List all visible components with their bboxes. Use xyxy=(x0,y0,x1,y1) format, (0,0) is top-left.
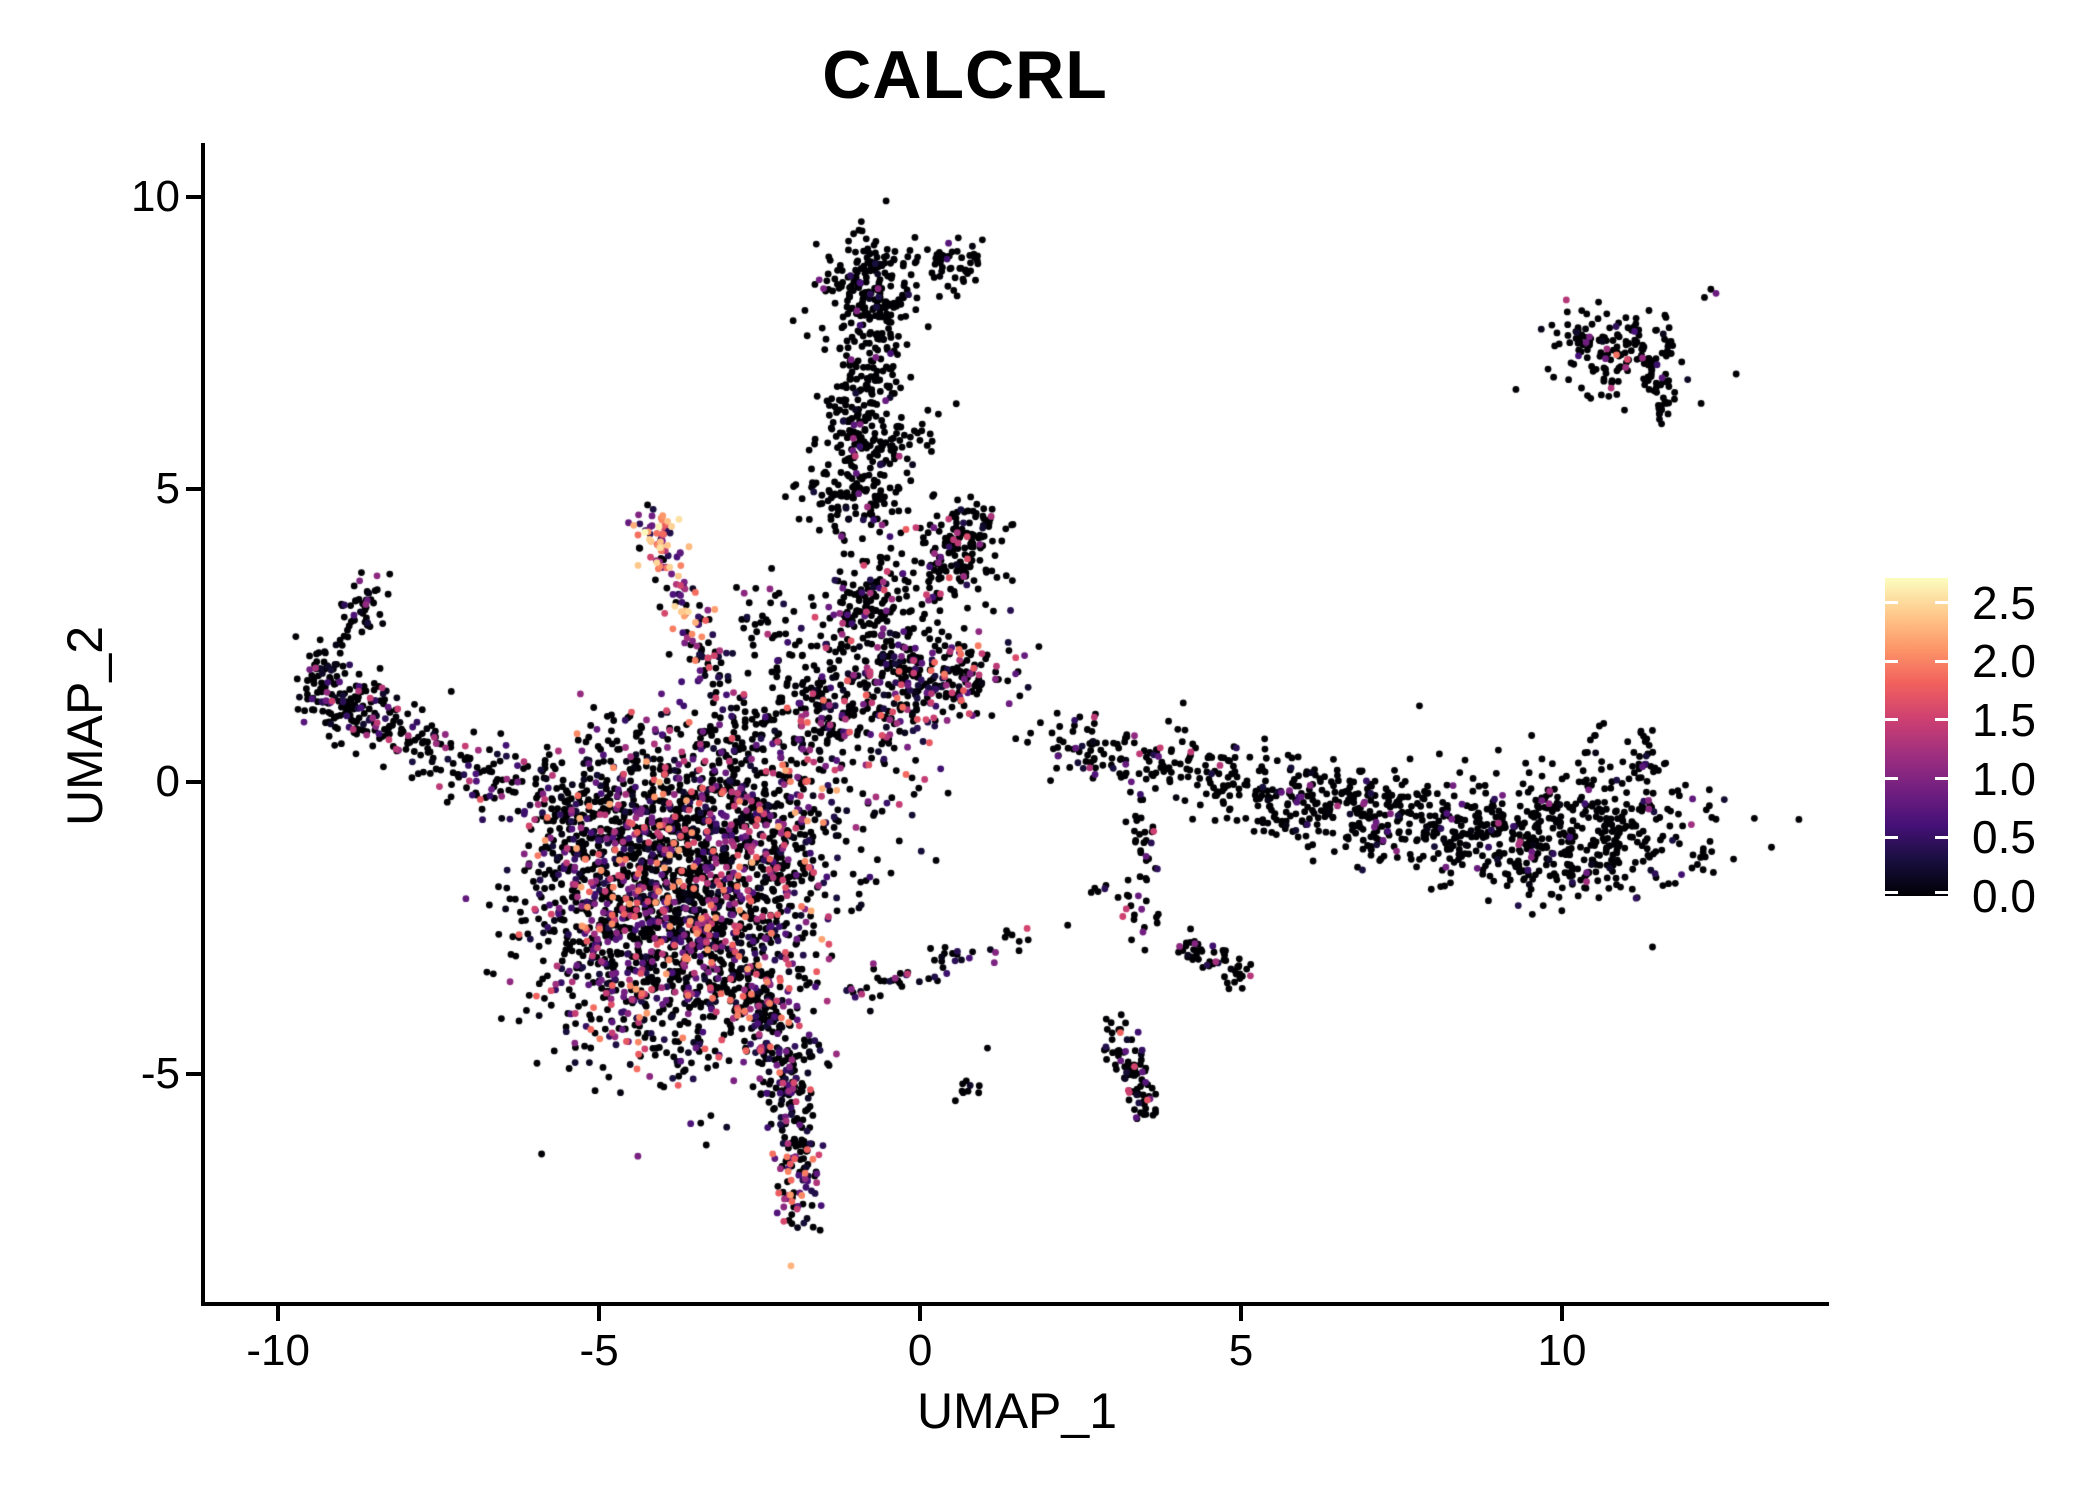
plot-panel xyxy=(205,143,1829,1302)
x-tick-mark xyxy=(276,1306,281,1321)
colorbar-tick-label: 2.0 xyxy=(1972,635,2036,688)
x-axis-title: UMAP_1 xyxy=(916,1383,1118,1439)
y-tick-label: 0 xyxy=(155,756,180,806)
x-tick-mark xyxy=(1239,1306,1244,1321)
colorbar-tick-label: 0.5 xyxy=(1972,811,2036,864)
x-tick-label: -5 xyxy=(579,1326,619,1375)
colorbar-tick-mark xyxy=(1935,890,1948,894)
x-tick-mark xyxy=(918,1306,923,1321)
colorbar-tick-mark xyxy=(1885,659,1898,663)
colorbar-tick-mark xyxy=(1885,601,1898,605)
colorbar-tick-mark xyxy=(1935,659,1948,663)
colorbar-tick-mark xyxy=(1885,718,1898,722)
x-axis-line xyxy=(201,1302,1829,1306)
colorbar-tick-mark xyxy=(1935,718,1948,722)
x-tick-label: 5 xyxy=(1228,1326,1254,1375)
colorbar-tick-mark xyxy=(1885,835,1898,839)
colorbar-tick-label: 1.5 xyxy=(1972,693,2036,746)
colorbar-gradient xyxy=(1885,578,1948,896)
y-tick-mark xyxy=(186,1072,201,1077)
colorbar-tick-label: 0.0 xyxy=(1972,870,2036,922)
colorbar-tick-label: 2.5 xyxy=(1972,576,2036,629)
colorbar-tick-label: 1.0 xyxy=(1972,752,2036,805)
colorbar-tick-mark xyxy=(1935,601,1948,605)
y-tick-label: -5 xyxy=(140,1049,180,1099)
y-tick-mark xyxy=(186,779,201,784)
y-tick-label: 5 xyxy=(155,464,180,514)
x-tick-label: 0 xyxy=(907,1326,933,1375)
plot-title: CALCRL xyxy=(822,37,1108,113)
y-tick-mark xyxy=(186,194,201,199)
colorbar-tick-mark xyxy=(1935,777,1948,781)
colorbar-tick-mark xyxy=(1885,777,1898,781)
y-axis-line xyxy=(201,143,205,1306)
y-tick-mark xyxy=(186,487,201,492)
umap-scatter-canvas xyxy=(205,143,1829,1302)
colorbar-tick-mark xyxy=(1885,890,1898,894)
y-axis-title: UMAP_2 xyxy=(57,625,113,827)
x-tick-label: 10 xyxy=(1537,1326,1587,1375)
y-tick-label: 10 xyxy=(131,171,180,221)
x-tick-mark xyxy=(597,1306,602,1321)
colorbar-tick-mark xyxy=(1935,835,1948,839)
x-tick-label: -10 xyxy=(246,1326,310,1375)
x-tick-mark xyxy=(1559,1306,1564,1321)
